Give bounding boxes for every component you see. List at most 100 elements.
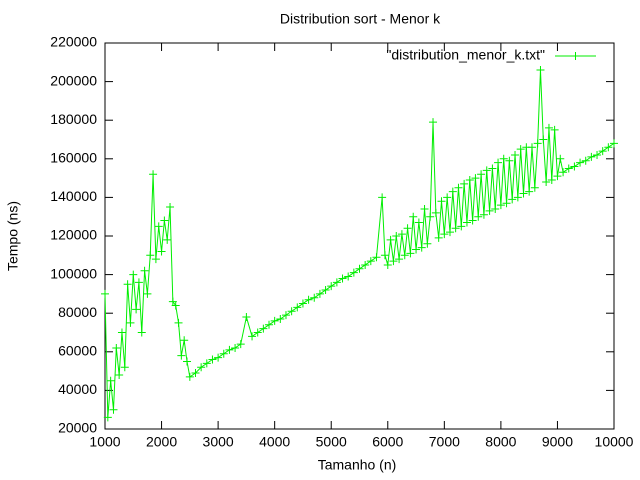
point-marker [349, 268, 358, 277]
point-marker [338, 274, 347, 283]
chart-title: Distribution sort - Menor k [280, 11, 441, 27]
y-tick-label: 120000 [50, 227, 97, 243]
y-tick-label: 60000 [58, 343, 97, 359]
point-marker [276, 314, 285, 323]
point-marker [310, 293, 319, 302]
point-marker [542, 177, 551, 186]
point-marker [129, 270, 138, 279]
point-marker [457, 222, 466, 231]
point-marker [149, 170, 158, 179]
y-tick-label: 220000 [50, 34, 97, 50]
point-marker [298, 299, 307, 308]
point-marker [496, 201, 505, 210]
point-marker [183, 357, 192, 366]
point-marker [112, 343, 121, 352]
point-marker [431, 208, 440, 217]
point-marker [392, 232, 401, 240]
point-marker [465, 176, 474, 185]
point-marker [479, 210, 488, 219]
point-marker [154, 222, 163, 231]
x-tick-label: 4000 [259, 434, 290, 450]
x-axis-label: Tamanho (n) [318, 457, 397, 473]
point-marker [151, 255, 160, 264]
point-marker [219, 349, 228, 358]
point-marker [533, 139, 542, 148]
point-marker [344, 272, 353, 281]
point-marker [101, 289, 109, 298]
x-tick-label: 6000 [372, 434, 403, 450]
point-marker [434, 233, 443, 242]
point-marker [553, 172, 562, 181]
point-marker [536, 66, 545, 75]
point-marker [287, 307, 296, 316]
y-tick-label: 100000 [50, 265, 97, 281]
point-marker [361, 260, 370, 269]
point-marker [366, 257, 375, 266]
point-marker [214, 353, 223, 362]
point-marker [137, 328, 146, 337]
point-marker [468, 216, 477, 225]
point-marker [126, 318, 135, 327]
x-tick-label: 1000 [89, 434, 120, 450]
point-marker [564, 164, 573, 173]
point-marker [462, 218, 471, 227]
point-marker [593, 150, 602, 159]
point-marker [448, 187, 457, 196]
point-marker [581, 156, 590, 165]
point-marker [502, 199, 511, 208]
data-line [104, 69, 615, 418]
point-marker [146, 251, 155, 260]
point-marker [253, 328, 262, 337]
point-marker [598, 147, 607, 156]
point-marker [242, 313, 251, 322]
x-tick-label: 9000 [542, 434, 573, 450]
point-marker [454, 183, 463, 192]
point-marker [248, 332, 257, 341]
point-marker [397, 230, 406, 239]
x-tick-label: 10000 [595, 434, 634, 450]
y-axis-label: Tempo (ns) [5, 201, 21, 271]
point-marker [270, 316, 279, 325]
point-marker [160, 216, 169, 225]
point-marker [443, 193, 452, 202]
y-tick-label: 80000 [58, 304, 97, 320]
y-tick-label: 40000 [58, 381, 97, 397]
point-marker [185, 372, 194, 381]
point-marker [389, 257, 398, 266]
point-marker [293, 303, 302, 312]
x-tick-label: 5000 [316, 434, 347, 450]
point-marker [355, 264, 364, 273]
point-marker [315, 289, 324, 298]
point-marker [117, 328, 126, 337]
point-marker [437, 197, 446, 206]
point-marker [106, 376, 115, 385]
point-marker [197, 363, 206, 372]
point-marker [559, 168, 568, 177]
point-marker [499, 154, 508, 163]
point-marker [488, 164, 497, 173]
point-marker [400, 251, 409, 260]
point-marker [525, 187, 534, 196]
point-marker [451, 224, 460, 233]
point-marker [372, 253, 381, 262]
point-marker [587, 152, 596, 161]
point-marker [163, 235, 172, 244]
point-marker [610, 139, 618, 148]
point-marker [420, 204, 429, 213]
point-marker [485, 206, 494, 215]
point-marker [511, 150, 520, 159]
point-marker [236, 340, 245, 349]
point-marker [576, 158, 585, 167]
point-marker [208, 355, 217, 364]
point-marker [409, 212, 418, 221]
point-marker [157, 247, 166, 256]
point-marker [103, 413, 112, 422]
point-marker [109, 405, 118, 414]
point-marker [132, 305, 141, 314]
point-marker [191, 369, 200, 378]
point-marker [225, 345, 234, 354]
point-marker [417, 243, 426, 252]
point-marker [395, 255, 404, 264]
point-marker [530, 183, 539, 192]
y-tick-label: 20000 [58, 420, 97, 436]
